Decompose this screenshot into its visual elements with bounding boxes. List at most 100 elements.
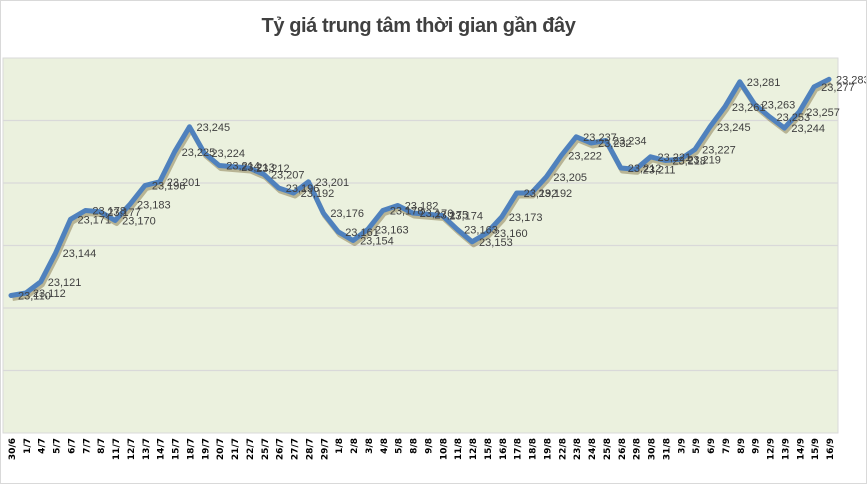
x-tick-label: 19/8 [543, 438, 553, 460]
data-label: 23,245 [196, 122, 230, 134]
data-label: 23,192 [539, 188, 573, 200]
x-tick-label: 24/8 [588, 438, 598, 460]
data-label: 23,212 [256, 163, 290, 175]
x-tick-label: 26/8 [618, 438, 628, 460]
x-tick-label: 1/7 [23, 438, 33, 454]
x-tick-label: 21/7 [231, 438, 241, 460]
data-label: 23,218 [672, 156, 706, 168]
data-label: 23,192 [524, 188, 558, 200]
data-label: 23,178 [92, 206, 126, 218]
gridlines [3, 119, 838, 372]
data-labels: 23,11023,11223,12123,14423,17123,17823,1… [18, 74, 867, 302]
x-tick-label: 11/7 [112, 438, 122, 460]
data-label: 23,144 [63, 248, 97, 260]
x-tick-label: 7/7 [82, 438, 92, 454]
data-label: 23,253 [777, 112, 811, 124]
x-tick-label: 14/9 [796, 438, 806, 460]
x-tick-label: 17/8 [514, 438, 524, 460]
data-label: 23,245 [717, 122, 751, 134]
x-tick-label: 28/7 [305, 438, 315, 460]
x-tick-label: 1/8 [335, 438, 345, 454]
data-label: 23,170 [122, 216, 156, 228]
x-tick-label: 12/7 [127, 438, 137, 460]
x-tick-label: 18/7 [186, 438, 196, 460]
series-line [8, 76, 832, 298]
data-label: 23,192 [301, 188, 335, 200]
x-tick-label: 20/7 [216, 438, 226, 460]
x-tick-label: 2/8 [350, 438, 360, 454]
data-label: 23,112 [33, 288, 66, 300]
data-label: 23,161 [345, 227, 379, 239]
data-label: 23,213 [241, 162, 275, 174]
x-tick-label: 6/9 [707, 438, 717, 454]
x-tick-label: 19/7 [201, 438, 211, 460]
data-label: 23,175 [434, 209, 468, 221]
data-label: 23,225 [182, 147, 216, 159]
data-label: 23,160 [494, 228, 528, 240]
x-tick-label: 12/8 [469, 438, 479, 460]
x-axis-tick-labels: 30/6 1/7 4/7 5/7 6/7 7/7 8/7 11/7 12/7 13/7 14/7 15… [8, 438, 836, 460]
data-label: 23,183 [137, 199, 171, 211]
x-tick-label: 29/8 [633, 438, 643, 460]
x-tick-label: 15/9 [811, 438, 821, 460]
data-label: 23,163 [464, 224, 498, 236]
data-label: 23,232 [598, 138, 632, 150]
x-tick-label: 3/8 [365, 438, 375, 454]
data-label: 23,121 [48, 277, 82, 289]
x-tick-label: 29/7 [320, 438, 330, 460]
x-tick-label: 11/8 [454, 438, 464, 460]
data-label: 23,219 [687, 154, 721, 166]
x-tick-label: 16/8 [499, 438, 509, 460]
data-label: 23,283 [836, 74, 867, 86]
data-label: 23,261 [732, 102, 766, 114]
data-label: 23,224 [211, 148, 245, 160]
data-label: 23,212 [628, 163, 662, 175]
x-tick-label: 23/8 [573, 438, 583, 460]
data-label: 23,227 [702, 144, 736, 156]
x-tick-label: 13/7 [142, 438, 152, 460]
x-tick-label: 15/8 [484, 438, 494, 460]
data-label: 23,237 [583, 132, 617, 144]
x-tick-label: 30/6 [8, 438, 18, 460]
x-tick-label: 22/8 [558, 438, 568, 460]
x-tick-label: 30/8 [648, 438, 658, 460]
x-tick-label: 27/7 [291, 438, 301, 460]
data-label: 23,263 [762, 99, 796, 111]
data-label: 23,214 [226, 161, 260, 173]
x-tick-label: 9/9 [752, 438, 762, 454]
x-tick-label: 25/8 [603, 438, 613, 460]
data-label: 23,178 [390, 206, 424, 218]
data-label: 23,201 [167, 177, 201, 189]
data-label: 23,176 [420, 208, 454, 220]
x-tick-label: 9/8 [424, 438, 434, 454]
data-label: 23,234 [613, 136, 647, 148]
x-tick-label: 18/8 [529, 438, 539, 460]
series-line-shadow [12, 80, 832, 301]
data-label: 23,173 [509, 212, 543, 224]
data-label: 23,205 [553, 172, 587, 184]
x-tick-label: 3/9 [677, 438, 687, 454]
x-tick-label: 8/8 [410, 438, 420, 454]
data-label: 23,222 [568, 151, 602, 163]
data-label: 23,154 [360, 236, 394, 248]
x-tick-label: 8/9 [737, 438, 747, 454]
data-label: 23,277 [821, 82, 855, 94]
data-label: 23,211 [643, 164, 676, 176]
data-label: 23,281 [747, 77, 781, 89]
data-label: 23,153 [479, 237, 513, 249]
x-tick-label: 5/8 [395, 438, 405, 454]
x-tick-label: 26/7 [276, 438, 286, 460]
x-tick-label: 4/8 [380, 438, 390, 454]
data-label: 23,221 [658, 152, 692, 164]
x-tick-label: 6/7 [67, 438, 77, 454]
data-label: 23,198 [152, 181, 186, 193]
data-label: 23,257 [806, 107, 840, 119]
x-tick-label: 5/7 [53, 438, 63, 454]
x-tick-label: 14/7 [157, 438, 167, 460]
x-tick-label: 22/7 [246, 438, 256, 460]
chart-title: Tỷ giá trung tâm thời gian gần đây [261, 15, 576, 37]
data-label: 23,177 [107, 207, 141, 219]
x-tick-label: 5/9 [692, 438, 702, 454]
